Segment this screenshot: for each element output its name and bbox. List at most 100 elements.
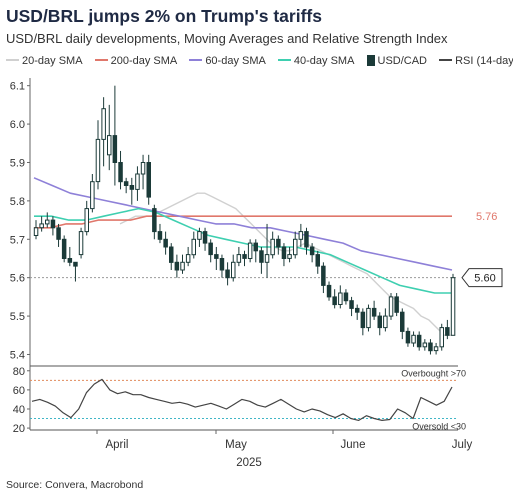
- candle-48: [304, 227, 309, 255]
- candle-69: [422, 339, 428, 351]
- candle-4: [56, 223, 61, 247]
- legend-label-sma20: 20-day SMA: [22, 55, 83, 67]
- candle-body-27: [185, 254, 191, 263]
- candle-body-50: [315, 254, 320, 267]
- candle-30: [202, 227, 208, 251]
- legend-label-sma200: 200-day SMA: [110, 55, 178, 67]
- candle-29: [197, 227, 202, 247]
- candle-61: [377, 312, 382, 336]
- candle-body-66: [405, 330, 411, 344]
- candle-body-54: [338, 292, 343, 305]
- candle-body-6: [67, 258, 73, 263]
- candle-body-11: [95, 138, 101, 183]
- candle-55: [343, 289, 349, 305]
- candle-18: [135, 166, 140, 201]
- candle-35: [231, 254, 236, 282]
- legend-swatch-sma60: [189, 59, 203, 62]
- candle-body-34: [225, 269, 230, 279]
- candle-46: [293, 231, 298, 259]
- candle-11: [95, 120, 101, 190]
- x-tick-label-0: April: [105, 439, 128, 451]
- candle-31: [208, 239, 213, 263]
- candle-body-26: [180, 261, 185, 271]
- candle-56: [349, 296, 354, 317]
- legend-swatch-candle: [366, 54, 375, 66]
- candle-26: [180, 254, 185, 274]
- candle-body-43: [276, 238, 281, 248]
- candle-47: [298, 223, 304, 247]
- candle-8: [78, 227, 84, 259]
- legend-item-candle: USD/CAD: [366, 54, 427, 67]
- candle-36: [236, 246, 242, 267]
- candle-body-21: [152, 208, 157, 233]
- candle-body-3: [50, 219, 56, 229]
- candle-body-16: [123, 181, 129, 186]
- candle-33: [219, 254, 225, 278]
- candle-body-45: [287, 254, 292, 259]
- legend-label-sma40: 40-day SMA: [293, 55, 355, 67]
- candle-64: [394, 293, 399, 317]
- candle-67: [411, 331, 416, 347]
- candle-1: [39, 216, 44, 232]
- candle-34: [225, 262, 230, 286]
- rsi-tick-label-3: 80: [13, 366, 25, 378]
- labels-group: Overbought >70 Oversold <30 5.76 5.60: [401, 211, 503, 432]
- candle-60: [371, 300, 377, 320]
- candle-body-57: [355, 307, 360, 313]
- candle-body-0: [33, 227, 39, 237]
- chart-plot: 5.4 5.5 5.6 5.7 5.8 5.9 6.0 6.1 20 40 60 80 April May…: [10, 78, 503, 469]
- chart-subtitle: USD/BRL daily developments, Moving Avera…: [6, 31, 448, 46]
- candle-23: [163, 231, 168, 255]
- axes-group: 5.4 5.5 5.6 5.7 5.8 5.9 6.0 6.1 20 40 60 80 April May…: [10, 78, 473, 469]
- candle-body-2: [45, 219, 50, 225]
- candle-65: [400, 308, 405, 340]
- candle-body-60: [371, 307, 377, 317]
- candle-20: [146, 154, 151, 205]
- candle-body-42: [270, 238, 275, 256]
- candle-body-74: [450, 277, 456, 336]
- legend-swatch-sma200: [94, 59, 108, 62]
- candle-body-12: [101, 108, 106, 140]
- candle-63: [388, 293, 394, 320]
- candle-body-70: [428, 342, 433, 352]
- candle-body-48: [304, 231, 309, 248]
- price-tick-label-7: 6.1: [10, 81, 25, 93]
- candle-body-7: [73, 261, 78, 267]
- candle-42: [270, 231, 275, 259]
- sma40-line: [34, 207, 452, 294]
- candle-body-10: [90, 181, 95, 210]
- price-last-label: 5.60: [474, 273, 495, 285]
- candle-body-69: [422, 342, 428, 348]
- candle-27: [185, 246, 191, 267]
- legend-label-rsi: RSI (14-day): [455, 55, 513, 67]
- legend-item-sma40: 40-day SMA: [277, 55, 355, 67]
- candle-3: [50, 216, 56, 236]
- candle-6: [67, 246, 73, 267]
- candle-body-17: [129, 185, 135, 190]
- candle-body-47: [298, 231, 304, 240]
- candle-54: [338, 285, 343, 309]
- price-tick-label-6: 6.0: [10, 119, 25, 131]
- candle-71: [433, 342, 439, 355]
- candle-17: [129, 177, 135, 205]
- candle-13: [107, 104, 112, 171]
- rsi-tick-label-0: 20: [13, 423, 25, 435]
- candle-72: [439, 323, 444, 351]
- candle-2: [45, 212, 50, 228]
- legend-swatch-sma40: [277, 59, 291, 62]
- rsi-group: [30, 378, 458, 421]
- candle-body-52: [326, 284, 332, 298]
- candles-group: [33, 85, 456, 355]
- candle-body-18: [135, 173, 140, 190]
- candle-body-53: [332, 296, 337, 306]
- sma200-last-label: 5.76: [476, 211, 497, 223]
- candle-39: [253, 239, 258, 263]
- candle-21: [152, 204, 157, 240]
- x-tick-label-3: July: [452, 439, 473, 451]
- candle-body-65: [400, 311, 405, 332]
- x-tick-label-1: May: [225, 439, 247, 451]
- candle-40: [259, 246, 264, 274]
- candle-7: [73, 261, 78, 282]
- candle-body-67: [411, 334, 416, 344]
